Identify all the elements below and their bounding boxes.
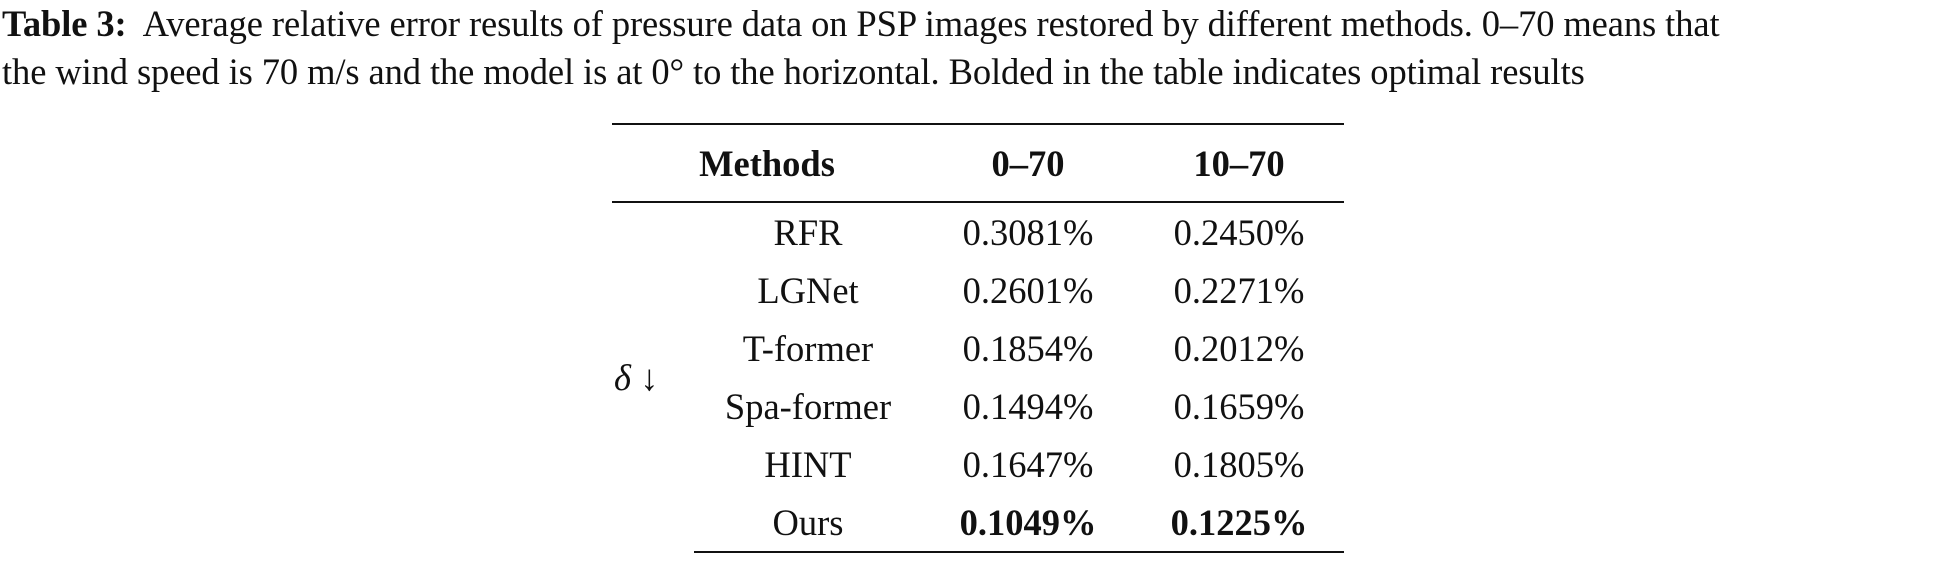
header-10-70: 10–70 (1134, 123, 1344, 203)
caption-line-2: the wind speed is 70 m/s and the model i… (2, 51, 1585, 92)
results-table: Methods 0–70 10–70 δ ↓ RFR 0.3081% 0.245… (612, 123, 1344, 553)
table-row: HINT 0.1647% 0.1805% (612, 435, 1344, 493)
method-name: RFR (773, 211, 843, 253)
method-name: T-former (742, 327, 874, 369)
table-row: LGNet 0.2601% 0.2271% (612, 261, 1344, 319)
method-name: Ours (694, 493, 922, 553)
value-0-70: 0.1647% (962, 443, 1094, 485)
down-arrow-icon: ↓ (640, 357, 659, 398)
value-0-70: 0.1494% (962, 385, 1094, 427)
table-row: Ours 0.1049% 0.1225% (612, 493, 1344, 553)
table-caption: Table 3: Average relative error results … (2, 0, 1952, 96)
value-10-70: 0.2012% (1173, 327, 1305, 369)
value-0-70: 0.3081% (962, 211, 1094, 253)
metric-label: δ ↓ (612, 202, 694, 552)
header-methods: Methods (612, 123, 922, 203)
method-name: HINT (764, 443, 852, 485)
method-name: LGNet (757, 269, 859, 311)
table-row: Spa-former 0.1494% 0.1659% (612, 377, 1344, 435)
value-10-70-best: 0.1225% (1134, 493, 1344, 553)
method-name: Spa-former (724, 385, 892, 427)
caption-line-1: Table 3: Average relative error results … (2, 0, 1952, 48)
value-0-70: 0.1854% (962, 327, 1094, 369)
value-10-70: 0.1805% (1173, 443, 1305, 485)
value-10-70: 0.2450% (1173, 211, 1305, 253)
value-10-70: 0.1659% (1173, 385, 1305, 427)
table-header-row: Methods 0–70 10–70 (612, 123, 1344, 203)
results-table-container: Methods 0–70 10–70 δ ↓ RFR 0.3081% 0.245… (612, 123, 1344, 553)
caption-text-1: Average relative error results of pressu… (142, 3, 1720, 44)
value-10-70: 0.2271% (1173, 269, 1305, 311)
value-0-70: 0.2601% (962, 269, 1094, 311)
table-row: δ ↓ RFR 0.3081% 0.2450% (612, 202, 1344, 399)
header-0-70: 0–70 (922, 123, 1134, 203)
value-0-70-best: 0.1049% (922, 493, 1134, 553)
delta-symbol: δ (614, 357, 631, 398)
table-row: T-former 0.1854% 0.2012% (612, 319, 1344, 377)
caption-label: Table 3: (2, 3, 127, 44)
